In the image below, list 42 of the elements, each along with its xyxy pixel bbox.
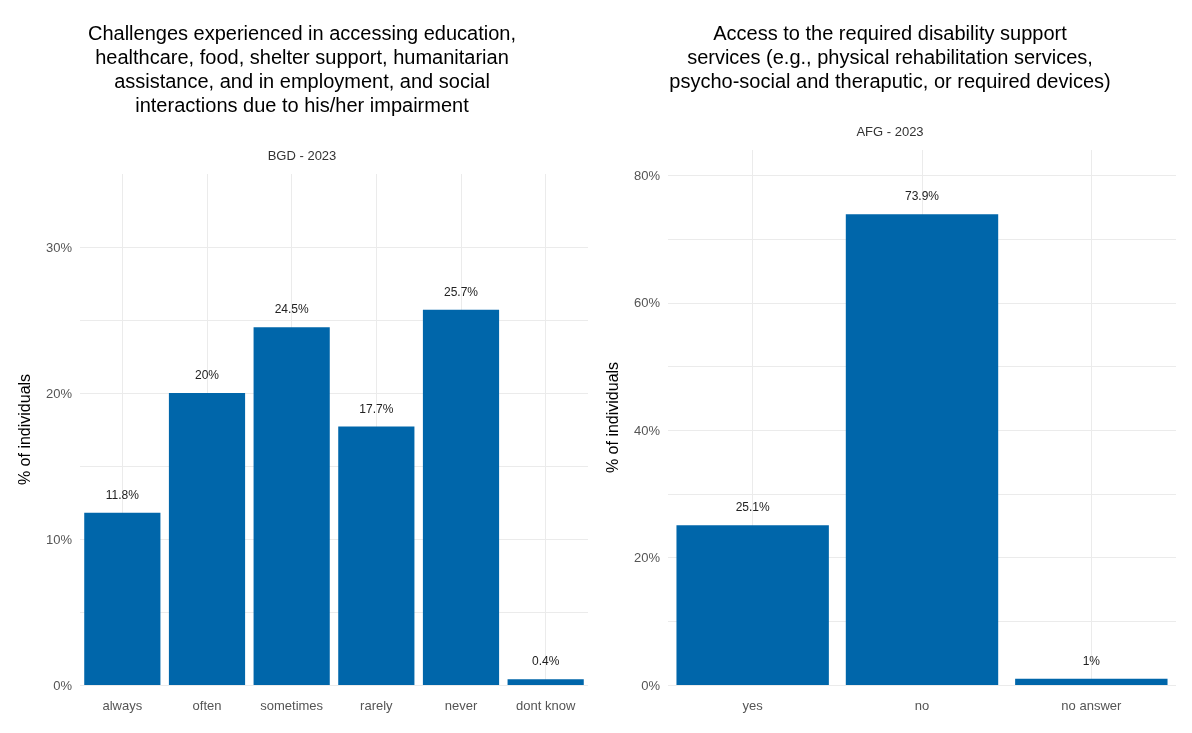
bar <box>168 393 246 685</box>
y-tick-label: 0% <box>641 677 661 693</box>
data-label: 0.4% <box>531 654 560 669</box>
data-label: 11.8% <box>105 487 140 502</box>
y-tick-label: 20% <box>633 550 661 566</box>
data-label: 25.7% <box>443 284 479 299</box>
data-label: 24.5% <box>274 302 310 317</box>
data-label: 73.9% <box>904 189 940 204</box>
data-label: 17.7% <box>359 401 394 416</box>
bar <box>422 309 500 685</box>
x-tick-label: sometimes <box>260 698 324 713</box>
y-tick-label: 30% <box>45 239 73 255</box>
x-tick-label: never <box>444 698 478 713</box>
x-tick-label: no answer <box>1061 698 1122 713</box>
chart-subtitle: BGD - 2023 <box>267 148 337 163</box>
y-tick-label: 60% <box>633 295 661 311</box>
x-tick-label: always <box>102 698 143 713</box>
y-axis-title: % of individuals <box>603 361 621 474</box>
chart-title: Challenges experienced in accessing education, healthcare, food, shelter support, humanitarian assistance, and in employment, and social interactions due to his/her impairment <box>87 22 517 116</box>
bar <box>676 525 829 685</box>
y-tick-label: 40% <box>633 422 661 438</box>
bar <box>507 679 584 685</box>
bar <box>845 214 999 685</box>
data-label: 1% <box>1082 653 1101 668</box>
y-tick-label: 80% <box>633 167 661 183</box>
bar <box>1015 678 1168 685</box>
y-tick-label: 10% <box>45 531 73 547</box>
x-tick-label: rarely <box>360 698 394 713</box>
bar <box>338 426 415 685</box>
data-label: 20% <box>194 368 220 382</box>
data-label: 25.1% <box>735 500 771 515</box>
x-tick-label: no <box>914 698 930 713</box>
chart-subtitle: AFG - 2023 <box>856 124 924 139</box>
x-tick-label: yes <box>742 698 764 713</box>
x-tick-label: dont know <box>516 698 576 713</box>
y-tick-label: 20% <box>45 385 73 401</box>
bar <box>253 327 330 685</box>
y-axis-title: % of individuals <box>15 373 33 486</box>
chart-title: Access to the required disability support services (e.g., physical rehabilitation services, psycho-social and theraputic, or required devices) <box>669 22 1111 92</box>
bar <box>84 512 161 685</box>
x-tick-label: often <box>192 698 222 713</box>
y-tick-label: 0% <box>53 677 73 693</box>
